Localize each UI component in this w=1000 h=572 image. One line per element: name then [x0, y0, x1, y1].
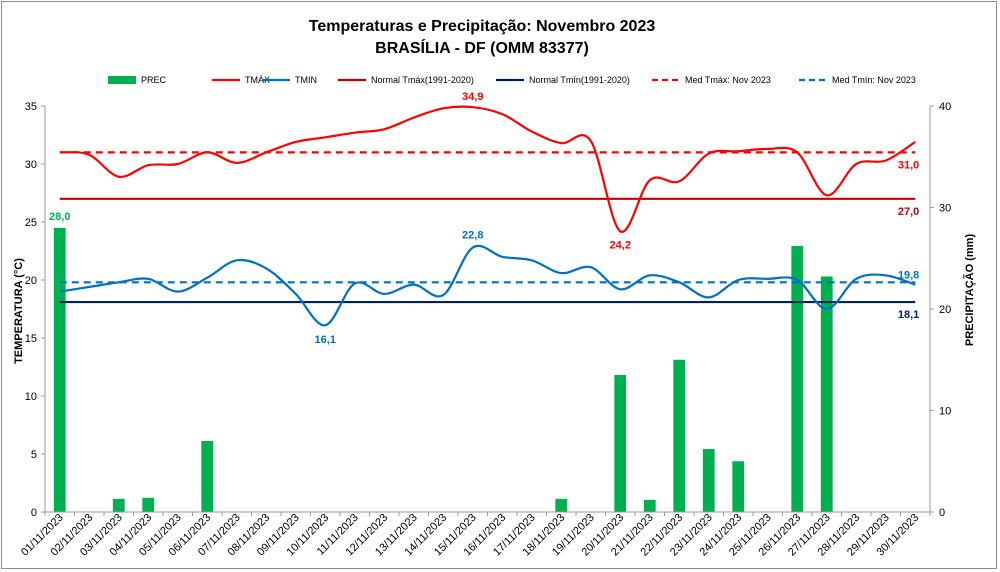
- precipitation-bar: [643, 499, 656, 512]
- legend-label: TMIN: [295, 75, 317, 85]
- axes: 0510152025303501020304001/11/202302/11/2…: [19, 101, 951, 558]
- tmax-line: [59, 105, 916, 233]
- legend-label: Normal Tmáx(1991-2020): [371, 75, 474, 85]
- y-right-tick-label: 20: [939, 304, 951, 316]
- legend-label: Normal Tmín(1991-2020): [529, 75, 630, 85]
- precipitation-bar: [201, 440, 214, 512]
- legend-label: Med Tmáx: Nov 2023: [685, 75, 771, 85]
- y-axis-left-label: TEMPERATURA (°C): [13, 258, 25, 364]
- y-left-tick-label: 5: [31, 449, 37, 461]
- y-right-tick-label: 30: [939, 203, 951, 215]
- data-label: 19,8: [898, 269, 919, 281]
- precipitation-bar: [112, 498, 125, 512]
- precipitation-bar: [555, 498, 568, 512]
- data-label: 34,9: [462, 91, 483, 103]
- y-left-tick-label: 15: [25, 333, 37, 345]
- y-right-tick-label: 40: [939, 101, 951, 113]
- plot-area: 28,0 34,9 24,2 16,1 22,8 31,0 27,0 19,8 18,1: [49, 91, 919, 513]
- data-label: 31,0: [898, 159, 919, 171]
- y-axis-right-label: PRECIPITAÇÃO (mm): [963, 234, 976, 347]
- y-right-tick-label: 10: [939, 406, 951, 418]
- y-left-tick-label: 0: [31, 507, 37, 519]
- data-label: 16,1: [315, 334, 336, 346]
- chart-subtitle: BRASÍLIA - DF (OMM 83377): [375, 38, 589, 57]
- precipitation-bar: [702, 449, 715, 512]
- precipitation-bar: [53, 227, 66, 513]
- legend-label: Med Tmín: Nov 2023: [832, 75, 916, 85]
- y-left-tick-label: 35: [25, 101, 37, 113]
- data-label: 27,0: [898, 206, 919, 218]
- y-left-tick-label: 25: [25, 217, 37, 229]
- data-label: 24,2: [610, 239, 631, 251]
- precipitation-bar: [142, 497, 155, 512]
- y-left-tick-label: 10: [25, 391, 37, 403]
- tmin-line: [59, 244, 916, 327]
- legend: PREC TMÁX TMIN Normal Tmáx(1991-2020) Normal…: [108, 75, 916, 85]
- chart-title: Temperaturas e Precipitação: Novembro 20…: [309, 18, 656, 35]
- precipitation-bar: [614, 374, 627, 512]
- y-left-tick-label: 20: [25, 275, 37, 287]
- precipitation-bar: [673, 359, 686, 512]
- legend-swatch-prec: [108, 76, 136, 84]
- data-label: 18,1: [898, 309, 919, 321]
- precipitation-bar: [732, 461, 745, 512]
- data-label: 28,0: [49, 211, 70, 223]
- legend-label: PREC: [141, 75, 167, 85]
- precipitation-bar: [791, 246, 804, 512]
- y-left-tick-label: 30: [25, 159, 37, 171]
- y-right-tick-label: 0: [939, 507, 945, 519]
- data-label: 22,8: [462, 230, 483, 242]
- precipitation-bar: [820, 276, 833, 512]
- legend-label: TMÁX: [245, 75, 270, 85]
